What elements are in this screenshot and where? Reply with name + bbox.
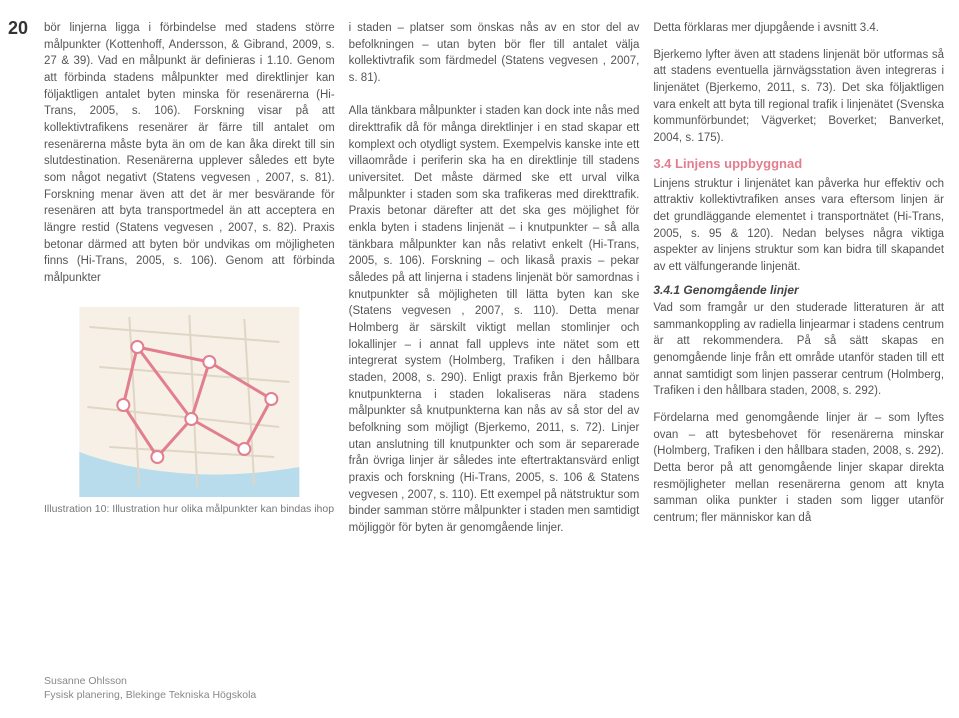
col3-para34: Linjens struktur i linjenätet kan påverk… bbox=[653, 176, 944, 276]
col1-text: bör linjerna ligga i förbindelse med sta… bbox=[44, 20, 335, 287]
footer-author: Susanne Ohlsson bbox=[44, 674, 256, 688]
heading-3-4: 3.4 Linjens uppbyggnad bbox=[653, 155, 944, 174]
text-columns: bör linjerna ligga i förbindelse med sta… bbox=[44, 20, 944, 537]
col3-para341a: Vad som framgår ur den studerade littera… bbox=[653, 300, 944, 400]
col3-para341b: Fördelarna med genomgående linjer är – s… bbox=[653, 410, 944, 527]
page-number: 20 bbox=[8, 18, 28, 39]
page-footer: Susanne Ohlsson Fysisk planering, Blekin… bbox=[44, 674, 256, 702]
column-2: i staden – platser som önskas nås av en … bbox=[349, 20, 640, 537]
col3-para2: Bjerkemo lyfter även att stadens linjenä… bbox=[653, 47, 944, 147]
footer-dept: Fysisk planering, Blekinge Tekniska Högs… bbox=[44, 688, 256, 702]
heading-3-4-1: 3.4.1 Genomgående linjer bbox=[653, 282, 944, 299]
illustration-caption: Illustration 10: Illustration hur olika … bbox=[44, 503, 335, 517]
col2-text: i staden – platser som önskas nås av en … bbox=[349, 20, 640, 537]
illustration-10 bbox=[44, 307, 335, 497]
column-1: bör linjerna ligga i förbindelse med sta… bbox=[44, 20, 335, 537]
map-svg bbox=[44, 307, 335, 497]
col3-top: Detta förklaras mer djupgående i avsnitt… bbox=[653, 20, 944, 37]
column-3: Detta förklaras mer djupgående i avsnitt… bbox=[653, 20, 944, 537]
